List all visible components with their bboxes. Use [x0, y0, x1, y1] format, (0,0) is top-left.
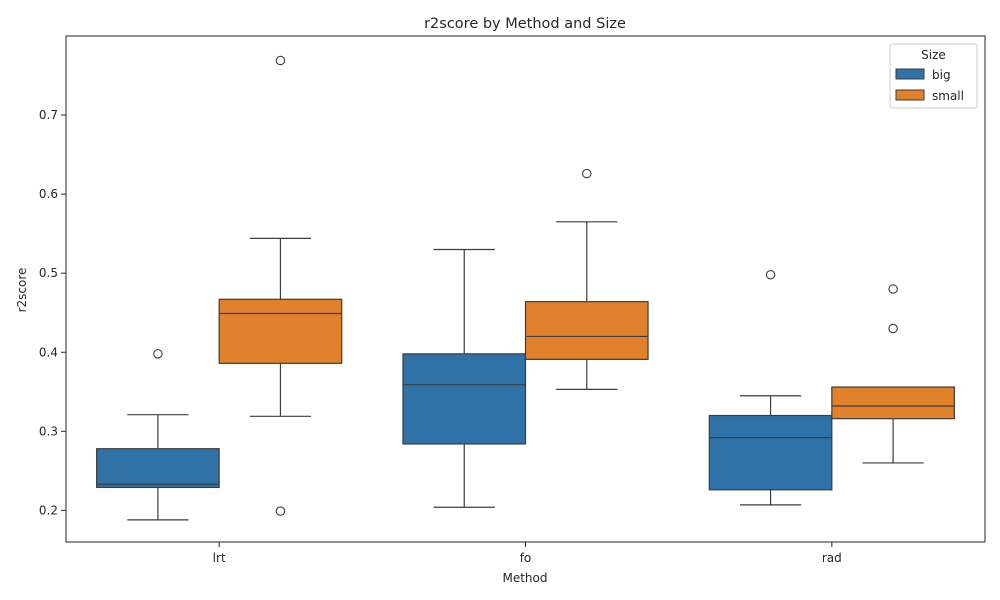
box-small-lrt-outlier-1 — [275, 506, 286, 516]
legend: Size big small — [889, 43, 978, 109]
box-small-fo-body — [524, 301, 649, 360]
box-big-lrt-outlier-0 — [153, 349, 163, 359]
box-big-lrt-body — [96, 448, 220, 489]
y-tick-label-3: 0.5 — [39, 266, 58, 280]
x-tick-label-fo: fo — [520, 551, 532, 565]
legend-label-big: big — [932, 68, 951, 82]
legend-label-small: small — [932, 89, 964, 103]
box-big-fo-body — [402, 353, 527, 445]
legend-swatch-small — [895, 89, 925, 101]
y-tick-label-5: 0.7 — [39, 108, 58, 122]
x-tick-label-rad: rad — [822, 551, 842, 565]
box-big-rad-body — [708, 414, 833, 491]
box-small-fo-outlier-0 — [582, 168, 592, 179]
box-small-rad-outlier-1 — [888, 323, 898, 334]
y-tick-label-2: 0.4 — [39, 345, 58, 359]
box-small-lrt-body — [218, 298, 343, 364]
box-small-rad-body — [831, 386, 955, 420]
legend-swatch-big — [895, 68, 925, 80]
legend-title: Size — [921, 48, 946, 62]
plot-area — [96, 55, 955, 521]
y-axis-title: r2score — [15, 268, 29, 313]
box-big-rad-outlier-0 — [765, 270, 776, 280]
x-axis-title: Method — [502, 571, 547, 585]
y-tick-label-0: 0.2 — [39, 503, 58, 517]
box-small-rad-outlier-0 — [888, 284, 898, 294]
y-tick-label-1: 0.3 — [39, 424, 58, 438]
x-tick-label-lrt: lrt — [213, 551, 226, 565]
y-tick-label-4: 0.6 — [39, 187, 58, 201]
chart-title: r2score by Method and Size — [424, 16, 626, 32]
axes: 0.2 0.3 0.4 0.5 0.6 0.7 lrt fo rad — [39, 35, 986, 565]
box-small-lrt-outlier-0 — [275, 55, 286, 66]
